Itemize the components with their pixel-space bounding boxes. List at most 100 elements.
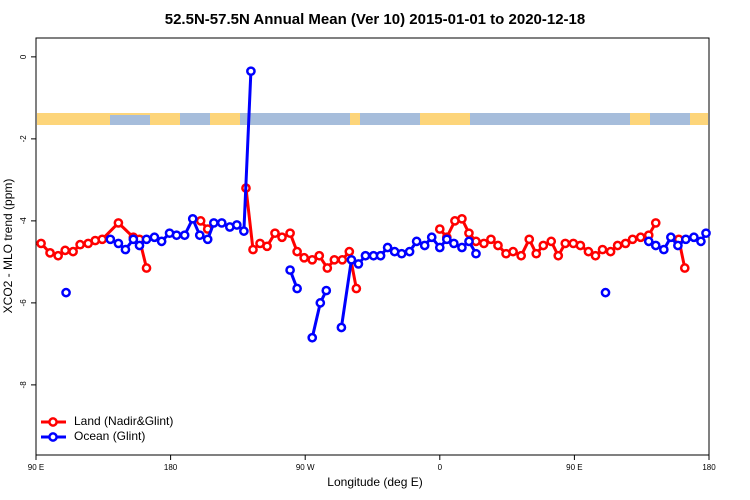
data-point: [141, 234, 152, 245]
legend-marker: [48, 417, 58, 427]
data-point: [605, 246, 616, 257]
data-point: [113, 238, 124, 249]
data-point: [216, 218, 227, 228]
x-axis-label: Longitude (deg E): [327, 475, 422, 489]
y-tick-label: 0: [19, 54, 28, 59]
data-point: [134, 240, 145, 251]
data-point: [434, 224, 445, 234]
data-point: [194, 230, 205, 241]
data-point: [307, 254, 318, 265]
data-point: [299, 252, 310, 263]
data-point: [61, 287, 71, 298]
data-point: [597, 244, 608, 255]
series-line: [438, 217, 658, 258]
data-point: [650, 218, 661, 228]
data-point: [627, 234, 638, 245]
data-point: [575, 240, 586, 251]
data-point: [464, 228, 474, 239]
x-tick-label: 90 E: [28, 463, 44, 472]
y-tick-label: -8: [19, 381, 28, 389]
data-point: [508, 246, 518, 257]
data-point: [262, 241, 272, 252]
data-point: [322, 263, 333, 273]
data-point: [524, 234, 535, 245]
data-point: [344, 246, 355, 257]
data-point: [232, 220, 242, 230]
data-point: [457, 213, 467, 224]
y-tick-label: -4: [19, 217, 28, 225]
data-point: [411, 236, 422, 247]
data-point: [696, 236, 706, 247]
data-point: [337, 254, 348, 265]
data-point: [441, 234, 452, 245]
data-point: [187, 213, 198, 224]
data-point: [97, 234, 108, 245]
data-point: [75, 239, 85, 250]
map-ocean: [180, 113, 210, 125]
data-point: [583, 246, 594, 257]
data-point: [643, 236, 654, 247]
data-point: [156, 236, 167, 247]
data-point: [471, 248, 481, 259]
x-tick-label: 90 E: [566, 463, 582, 472]
data-point: [128, 234, 139, 245]
data-point: [285, 265, 295, 275]
data-point: [650, 240, 661, 251]
data-point: [689, 232, 699, 243]
data-point: [171, 230, 182, 241]
map-ocean: [240, 113, 350, 125]
map-ocean: [110, 115, 150, 125]
data-point: [673, 240, 683, 251]
series-line: [310, 289, 328, 339]
data-point: [538, 240, 549, 251]
data-point: [149, 232, 160, 243]
data-point: [360, 250, 371, 261]
map-ocean: [470, 113, 630, 125]
y-axis-label: XCO2 - MLO trend (ppm): [1, 179, 15, 314]
data-point: [635, 232, 646, 243]
data-point: [680, 234, 691, 245]
chart-title: 52.5N-57.5N Annual Mean (Ver 10) 2015-01…: [165, 11, 585, 28]
data-point: [486, 234, 496, 245]
data-point: [434, 242, 445, 253]
y-tick-label: -6: [19, 299, 28, 307]
data-point: [141, 263, 152, 273]
plot-frame: [35, 37, 710, 456]
data-point: [382, 242, 393, 253]
legend-marker: [48, 432, 58, 442]
data-point: [292, 246, 302, 257]
data-point: [479, 238, 489, 249]
map-ocean: [360, 113, 420, 125]
data-point: [375, 250, 386, 261]
data-point: [202, 234, 213, 245]
data-point: [516, 250, 527, 261]
data-point: [658, 244, 669, 255]
data-point: [612, 240, 623, 251]
data-point: [351, 283, 362, 294]
data-point: [292, 283, 302, 294]
data-point: [560, 238, 571, 249]
data-point: [248, 244, 258, 255]
data-point: [68, 246, 78, 257]
x-tick-label: 180: [164, 463, 178, 472]
legend-label: Land (Nadir&Glint): [74, 414, 173, 428]
data-point: [179, 230, 190, 241]
data-point: [120, 244, 131, 255]
data-point: [285, 228, 295, 239]
data-point: [701, 228, 711, 239]
map-strip: [37, 113, 708, 125]
data-point: [336, 322, 347, 333]
data-point: [53, 250, 63, 261]
x-tick-label: 180: [702, 463, 716, 472]
data-point: [353, 259, 364, 269]
data-point: [531, 248, 542, 259]
data-point: [404, 246, 415, 257]
data-point: [620, 238, 631, 249]
data-point: [105, 234, 116, 245]
data-point: [277, 232, 287, 243]
data-point: [315, 298, 326, 308]
data-point: [195, 216, 206, 226]
legend-label: Ocean (Glint): [74, 429, 145, 443]
